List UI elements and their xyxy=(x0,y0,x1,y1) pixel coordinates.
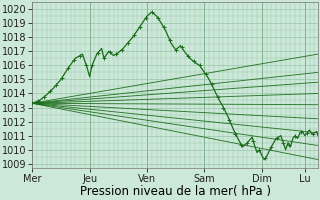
X-axis label: Pression niveau de la mer( hPa ): Pression niveau de la mer( hPa ) xyxy=(80,185,271,198)
